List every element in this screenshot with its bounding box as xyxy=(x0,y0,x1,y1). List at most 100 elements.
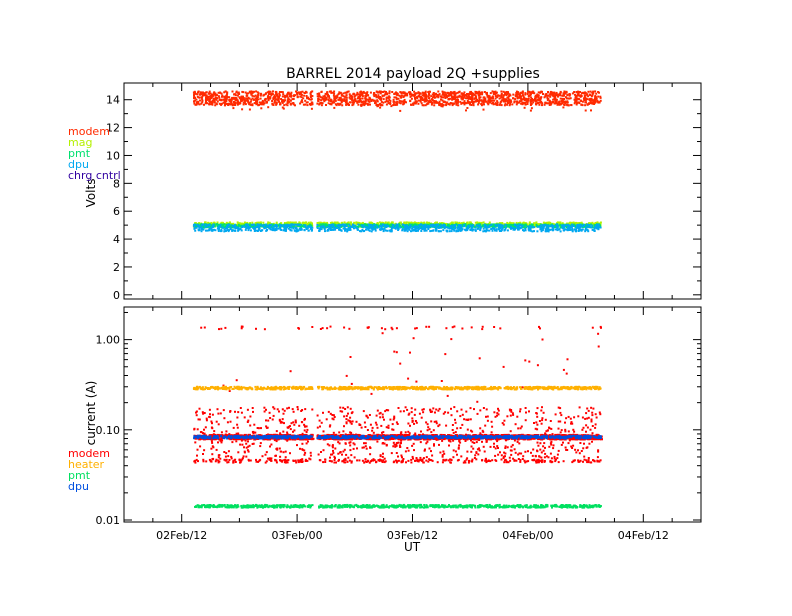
data-point xyxy=(243,226,245,228)
data-point xyxy=(254,227,256,229)
data-point xyxy=(411,98,413,100)
data-point xyxy=(339,228,341,230)
data-point xyxy=(333,93,335,95)
data-point xyxy=(585,226,587,228)
data-point xyxy=(582,104,584,106)
data-point xyxy=(484,99,486,101)
data-point xyxy=(350,221,352,223)
data-point xyxy=(317,222,319,224)
data-point xyxy=(252,98,254,100)
data-point xyxy=(576,226,578,228)
data-point xyxy=(417,225,419,227)
data-point xyxy=(512,97,514,99)
data-point xyxy=(512,94,514,96)
data-point xyxy=(385,93,387,95)
data-point xyxy=(351,96,353,98)
data-point xyxy=(485,101,487,103)
data-point xyxy=(389,92,391,94)
data-point xyxy=(464,102,466,104)
data-point xyxy=(320,91,322,93)
data-point xyxy=(600,227,602,229)
data-point xyxy=(307,97,309,99)
data-point xyxy=(363,104,365,106)
data-point xyxy=(268,91,270,93)
data-point xyxy=(517,229,519,231)
data-point xyxy=(530,104,532,106)
data-point xyxy=(524,228,526,230)
data-point xyxy=(574,102,576,104)
data-point xyxy=(398,102,400,104)
data-point xyxy=(584,104,586,106)
data-point xyxy=(572,92,574,94)
data-point xyxy=(258,226,260,228)
data-point xyxy=(416,100,418,102)
data-point xyxy=(260,230,262,232)
data-point xyxy=(308,230,310,232)
data-point xyxy=(374,102,376,104)
data-point xyxy=(538,104,540,106)
data-point xyxy=(330,222,332,224)
data-point xyxy=(566,104,568,106)
data-point xyxy=(575,230,577,232)
data-point xyxy=(578,224,580,226)
data-point xyxy=(204,92,206,94)
data-point xyxy=(486,94,488,96)
data-point xyxy=(440,98,442,100)
data-point xyxy=(317,93,319,95)
data-point xyxy=(310,91,312,93)
data-point xyxy=(451,228,453,230)
data-point xyxy=(278,98,280,100)
data-point xyxy=(427,222,429,224)
data-point xyxy=(560,103,562,105)
data-point xyxy=(533,226,535,228)
data-point xyxy=(382,91,384,93)
data-point xyxy=(301,94,303,96)
data-point xyxy=(401,229,403,231)
data-point xyxy=(585,101,587,103)
data-point xyxy=(407,230,409,232)
data-point xyxy=(386,99,388,101)
data-point xyxy=(428,95,430,97)
data-point xyxy=(299,224,301,226)
data-point xyxy=(375,95,377,97)
data-point xyxy=(382,95,384,97)
data-point xyxy=(443,101,445,103)
data-point xyxy=(304,104,306,106)
data-point xyxy=(569,227,571,229)
data-point xyxy=(233,93,235,95)
data-point xyxy=(346,97,348,99)
data-point xyxy=(363,225,365,227)
data-point xyxy=(597,96,599,98)
data-point xyxy=(357,97,359,99)
data-point xyxy=(461,98,463,100)
data-point xyxy=(389,103,391,105)
data-point xyxy=(509,94,511,96)
data-point xyxy=(453,230,455,232)
data-point xyxy=(214,229,216,231)
data-point xyxy=(459,96,461,98)
data-point xyxy=(242,91,244,93)
data-point xyxy=(379,221,381,223)
data-point xyxy=(336,227,338,229)
data-point xyxy=(544,104,546,106)
data-point xyxy=(442,92,444,94)
data-point xyxy=(343,228,345,230)
data-point xyxy=(404,230,406,232)
data-point xyxy=(256,102,258,104)
data-point xyxy=(230,103,232,105)
data-point xyxy=(319,228,321,230)
data-point xyxy=(369,230,371,232)
data-point xyxy=(438,230,440,232)
data-point xyxy=(436,102,438,104)
data-point xyxy=(566,91,568,93)
data-point xyxy=(468,97,470,99)
data-point xyxy=(433,104,435,106)
data-point xyxy=(452,102,454,104)
data-point xyxy=(201,97,203,99)
data-point xyxy=(468,93,470,95)
data-point xyxy=(472,93,474,95)
data-point xyxy=(564,93,566,95)
data-point xyxy=(520,225,522,227)
data-point xyxy=(597,100,599,102)
data-point xyxy=(451,222,453,224)
